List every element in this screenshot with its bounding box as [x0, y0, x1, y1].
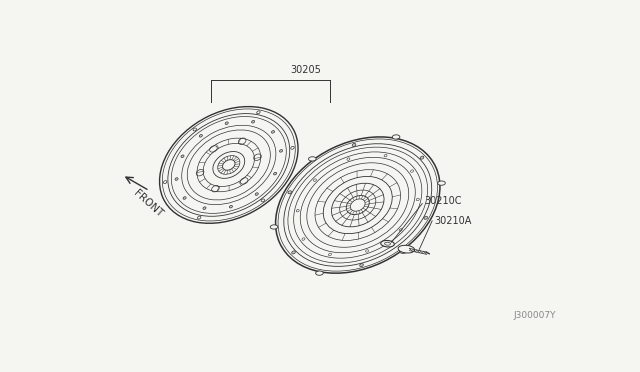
Ellipse shape: [280, 150, 283, 152]
Ellipse shape: [352, 144, 356, 147]
Ellipse shape: [360, 264, 364, 267]
Ellipse shape: [183, 197, 186, 199]
Ellipse shape: [273, 172, 276, 175]
Ellipse shape: [438, 181, 445, 185]
Ellipse shape: [203, 207, 206, 209]
Ellipse shape: [229, 205, 232, 208]
Ellipse shape: [255, 193, 259, 195]
Ellipse shape: [420, 156, 424, 159]
Ellipse shape: [308, 157, 316, 161]
Ellipse shape: [252, 121, 255, 123]
Text: 30210C: 30210C: [425, 196, 462, 206]
Ellipse shape: [181, 155, 184, 157]
Ellipse shape: [424, 216, 428, 219]
Text: J300007Y: J300007Y: [514, 311, 556, 320]
Ellipse shape: [175, 178, 178, 180]
Ellipse shape: [271, 134, 444, 277]
Ellipse shape: [381, 240, 394, 247]
Ellipse shape: [392, 135, 400, 139]
Text: 30210A: 30210A: [435, 216, 472, 226]
Ellipse shape: [399, 249, 407, 253]
Ellipse shape: [288, 191, 292, 194]
Text: 30205: 30205: [291, 65, 321, 75]
Ellipse shape: [199, 135, 202, 137]
Ellipse shape: [225, 122, 228, 125]
Ellipse shape: [158, 105, 300, 224]
Ellipse shape: [398, 245, 415, 253]
Ellipse shape: [292, 251, 295, 254]
Ellipse shape: [316, 271, 323, 275]
Ellipse shape: [270, 225, 278, 229]
Text: FRONT: FRONT: [132, 188, 165, 219]
Ellipse shape: [271, 131, 275, 133]
